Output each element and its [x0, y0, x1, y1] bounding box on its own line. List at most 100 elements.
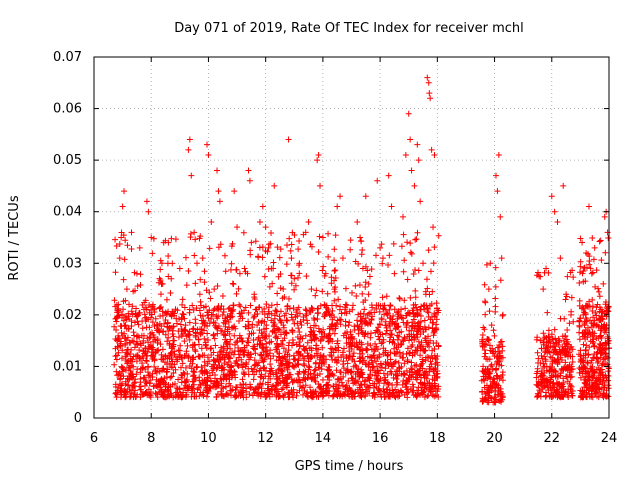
- data-point: [154, 336, 161, 343]
- data-point: [390, 240, 397, 247]
- data-point: [204, 354, 211, 361]
- data-point: [392, 394, 399, 401]
- data-point: [380, 389, 387, 396]
- data-point: [261, 364, 268, 371]
- data-point: [235, 344, 242, 351]
- data-point: [495, 151, 502, 158]
- data-point: [229, 313, 236, 320]
- data-point: [315, 346, 322, 353]
- data-point: [599, 380, 606, 387]
- data-point: [157, 257, 164, 264]
- data-point: [362, 263, 369, 270]
- data-point: [247, 302, 254, 309]
- data-point: [287, 272, 294, 279]
- data-point: [413, 236, 420, 243]
- data-point: [319, 376, 326, 383]
- data-point: [170, 323, 177, 330]
- x-axis-label: GPS time / hours: [295, 459, 404, 474]
- data-point: [116, 241, 123, 248]
- data-point: [398, 243, 405, 250]
- data-point: [140, 337, 147, 344]
- data-point: [569, 359, 576, 366]
- data-point: [315, 151, 322, 158]
- data-point: [179, 310, 186, 317]
- data-point: [427, 268, 434, 275]
- data-point: [131, 344, 138, 351]
- data-point: [435, 232, 442, 239]
- data-point: [404, 276, 411, 283]
- data-point: [596, 346, 603, 353]
- data-point: [348, 375, 355, 382]
- data-point: [274, 244, 281, 251]
- data-point: [220, 308, 227, 315]
- data-point: [181, 304, 188, 311]
- data-point: [600, 280, 607, 287]
- data-point: [369, 364, 376, 371]
- data-point: [214, 283, 221, 290]
- data-point: [293, 341, 300, 348]
- data-point: [566, 371, 573, 378]
- data-point: [382, 318, 389, 325]
- data-point: [409, 381, 416, 388]
- data-point: [314, 353, 321, 360]
- data-point: [281, 365, 288, 372]
- data-point: [401, 335, 408, 342]
- data-point: [186, 336, 193, 343]
- data-point: [192, 330, 199, 337]
- data-point: [427, 337, 434, 344]
- data-point: [310, 315, 317, 322]
- data-point: [201, 379, 208, 386]
- data-point: [152, 336, 159, 343]
- data-point: [563, 293, 570, 300]
- data-point: [558, 349, 565, 356]
- data-point: [596, 293, 603, 300]
- data-point: [559, 381, 566, 388]
- data-point: [420, 388, 427, 395]
- data-point: [600, 390, 607, 397]
- data-point: [354, 344, 361, 351]
- data-point: [413, 347, 420, 354]
- data-point: [554, 351, 561, 358]
- data-point: [113, 389, 120, 396]
- data-point: [163, 394, 170, 401]
- data-point: [410, 271, 417, 278]
- data-point: [254, 310, 261, 317]
- data-point: [154, 321, 161, 328]
- data-point: [544, 309, 551, 316]
- data-point: [336, 306, 343, 313]
- data-point: [120, 366, 127, 373]
- x-axis-ticks: 6 8 10 12 14 16 18 20 22 24: [90, 57, 617, 446]
- data-point: [319, 234, 326, 241]
- data-point: [272, 369, 279, 376]
- data-point: [240, 352, 247, 359]
- data-point: [576, 280, 583, 287]
- data-point: [147, 314, 154, 321]
- data-point: [247, 383, 254, 390]
- data-point: [294, 370, 301, 377]
- data-point: [216, 198, 223, 205]
- data-point: [588, 366, 595, 373]
- data-point: [603, 353, 610, 360]
- data-point: [570, 318, 577, 325]
- data-point: [330, 383, 337, 390]
- data-point: [343, 382, 350, 389]
- data-point: [326, 325, 333, 332]
- data-point: [404, 357, 411, 364]
- data-point: [149, 303, 156, 310]
- data-point: [271, 387, 278, 394]
- data-point: [351, 323, 358, 330]
- data-point: [265, 304, 272, 311]
- data-point: [399, 354, 406, 361]
- data-point: [580, 278, 587, 285]
- data-point: [545, 327, 552, 334]
- data-point: [270, 382, 277, 389]
- data-point: [210, 307, 217, 314]
- data-point: [346, 308, 353, 315]
- data-point: [579, 304, 586, 311]
- data-point: [112, 390, 119, 397]
- data-point: [367, 342, 374, 349]
- data-point: [297, 383, 304, 390]
- data-point: [576, 369, 583, 376]
- data-point: [602, 310, 609, 317]
- data-point: [548, 394, 555, 401]
